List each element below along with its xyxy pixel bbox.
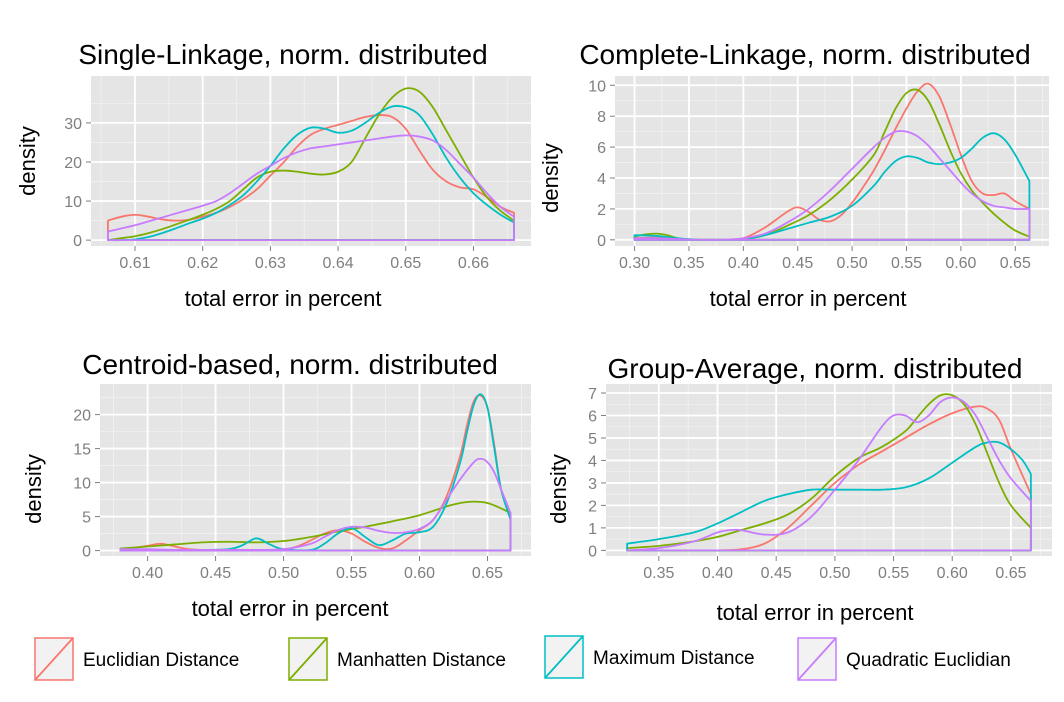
y-tick-label: 10 xyxy=(73,476,91,493)
legend: Euclidian Distance Manhatten Distance Ma… xyxy=(34,635,1011,681)
x-tick-label: 0.65 xyxy=(995,565,1026,582)
y-tick-label: 7 xyxy=(588,386,597,403)
y-axis-label: density xyxy=(21,454,46,524)
x-tick-label: 0.60 xyxy=(937,565,968,582)
x-tick-label: 0.50 xyxy=(837,255,868,272)
legend-key-line xyxy=(34,637,74,681)
density-line-3 xyxy=(119,393,512,552)
density-line-4 xyxy=(107,134,515,242)
y-tick-label: 0 xyxy=(73,233,82,250)
x-axis-label: total error in percent xyxy=(710,286,907,311)
panel-centroid-based: Centroid-based, norm. distributed 0.40 0.… xyxy=(21,349,531,621)
y-tick-label: 1 xyxy=(588,521,597,538)
y-tick-label: 5 xyxy=(82,510,91,527)
y-tick-label: 0 xyxy=(588,543,597,560)
y-tick-label: 0 xyxy=(82,544,91,561)
density-line-2 xyxy=(626,393,1032,552)
y-tick-label: 6 xyxy=(597,140,606,157)
y-tick-label: 4 xyxy=(588,453,597,470)
x-tick-label: 0.65 xyxy=(390,255,421,272)
y-tick-label: 4 xyxy=(597,171,606,188)
y-tick-label: 0 xyxy=(597,233,606,250)
panel-marks: 0.35 0.40 0.45 0.50 0.55 0.60 0.65 0 1 2 3 4 5 6 7 xyxy=(588,384,1052,582)
chart-title: Single-Linkage, norm. distributed xyxy=(78,39,487,70)
panel-marks: 0.61 0.62 0.63 0.64 0.65 0.66 0 10 20 30 xyxy=(64,76,531,272)
x-tick-label: 0.45 xyxy=(761,565,792,582)
x-tick-label: 0.62 xyxy=(187,255,218,272)
x-tick-label: 0.40 xyxy=(132,565,163,582)
y-tick-label: 2 xyxy=(597,202,606,219)
density-line-1 xyxy=(107,114,515,242)
density-line-3 xyxy=(107,105,515,242)
legend-label: Manhatten Distance xyxy=(337,650,506,671)
density-line-4 xyxy=(119,457,512,552)
y-tick-label: 8 xyxy=(597,109,606,126)
panel-complete-linkage: Complete-Linkage, norm. distributed 0.30… xyxy=(538,39,1049,311)
legend-item-manhatten: Manhatten Distance xyxy=(288,637,506,681)
density-line-2 xyxy=(119,500,512,552)
panel-marks: 0.40 0.45 0.50 0.55 0.60 0.65 0 5 10 15 20 xyxy=(73,384,531,582)
density-line-3 xyxy=(626,440,1032,552)
x-axis-label: total error in percent xyxy=(717,600,914,625)
y-axis-label: density xyxy=(546,454,571,524)
panel-single-linkage: Single-Linkage, norm. distributed 0.61 0.… xyxy=(15,39,531,311)
x-axis-label: total error in percent xyxy=(192,596,389,621)
chart-title: Centroid-based, norm. distributed xyxy=(82,349,498,380)
legend-key-line xyxy=(544,635,584,679)
y-tick-label: 5 xyxy=(588,431,597,448)
x-tick-label: 0.55 xyxy=(891,255,922,272)
chart-title: Complete-Linkage, norm. distributed xyxy=(579,39,1030,70)
x-tick-label: 0.64 xyxy=(323,255,354,272)
y-tick-label: 20 xyxy=(64,155,82,172)
panel-marks: 0.30 0.35 0.40 0.45 0.50 0.55 0.60 0.65 0 2 4 6 8 10 xyxy=(588,76,1049,272)
legend-key-line xyxy=(288,637,328,681)
y-tick-label: 10 xyxy=(64,194,82,211)
x-tick-label: 0.50 xyxy=(268,565,299,582)
legend-label: Maximum Distance xyxy=(593,648,755,669)
x-tick-label: 0.50 xyxy=(819,565,850,582)
x-tick-label: 0.65 xyxy=(1000,255,1031,272)
legend-key-line xyxy=(797,637,837,681)
x-tick-label: 0.30 xyxy=(619,255,650,272)
x-tick-label: 0.35 xyxy=(643,565,674,582)
x-tick-label: 0.35 xyxy=(673,255,704,272)
density-line-4 xyxy=(626,396,1032,552)
x-tick-label: 0.55 xyxy=(878,565,909,582)
x-tick-label: 0.40 xyxy=(728,255,759,272)
y-tick-label: 30 xyxy=(64,116,82,133)
legend-item-euclidian: Euclidian Distance xyxy=(34,637,239,681)
x-tick-label: 0.60 xyxy=(404,565,435,582)
y-axis-label: density xyxy=(538,143,563,213)
x-tick-label: 0.61 xyxy=(119,255,150,272)
legend-label: Quadratic Euclidian xyxy=(846,650,1011,671)
x-tick-label: 0.45 xyxy=(782,255,813,272)
y-axis-label: density xyxy=(15,126,40,196)
x-tick-label: 0.60 xyxy=(945,255,976,272)
chart-title: Group-Average, norm. distributed xyxy=(607,353,1022,384)
x-tick-label: 0.66 xyxy=(458,255,489,272)
density-line-2 xyxy=(107,87,515,242)
panel-group-average: Group-Average, norm. distributed 0.35 0.4… xyxy=(546,353,1052,625)
y-tick-label: 2 xyxy=(588,498,597,515)
x-tick-label: 0.45 xyxy=(200,565,231,582)
legend-item-quadratic: Quadratic Euclidian xyxy=(797,637,1011,681)
plot-area xyxy=(606,384,1052,556)
x-tick-label: 0.63 xyxy=(255,255,286,272)
y-tick-label: 20 xyxy=(73,408,91,425)
plot-area xyxy=(100,384,531,556)
x-tick-label: 0.65 xyxy=(472,565,503,582)
y-tick-label: 3 xyxy=(588,476,597,493)
density-line-4 xyxy=(633,130,1031,241)
legend-label: Euclidian Distance xyxy=(83,650,239,671)
y-tick-label: 15 xyxy=(73,442,91,459)
y-tick-label: 10 xyxy=(588,78,606,95)
x-tick-label: 0.40 xyxy=(702,565,733,582)
x-axis-label: total error in percent xyxy=(185,286,382,311)
legend-item-maximum: Maximum Distance xyxy=(544,635,755,679)
x-tick-label: 0.55 xyxy=(336,565,367,582)
y-tick-label: 6 xyxy=(588,408,597,425)
plot-area xyxy=(615,76,1049,246)
